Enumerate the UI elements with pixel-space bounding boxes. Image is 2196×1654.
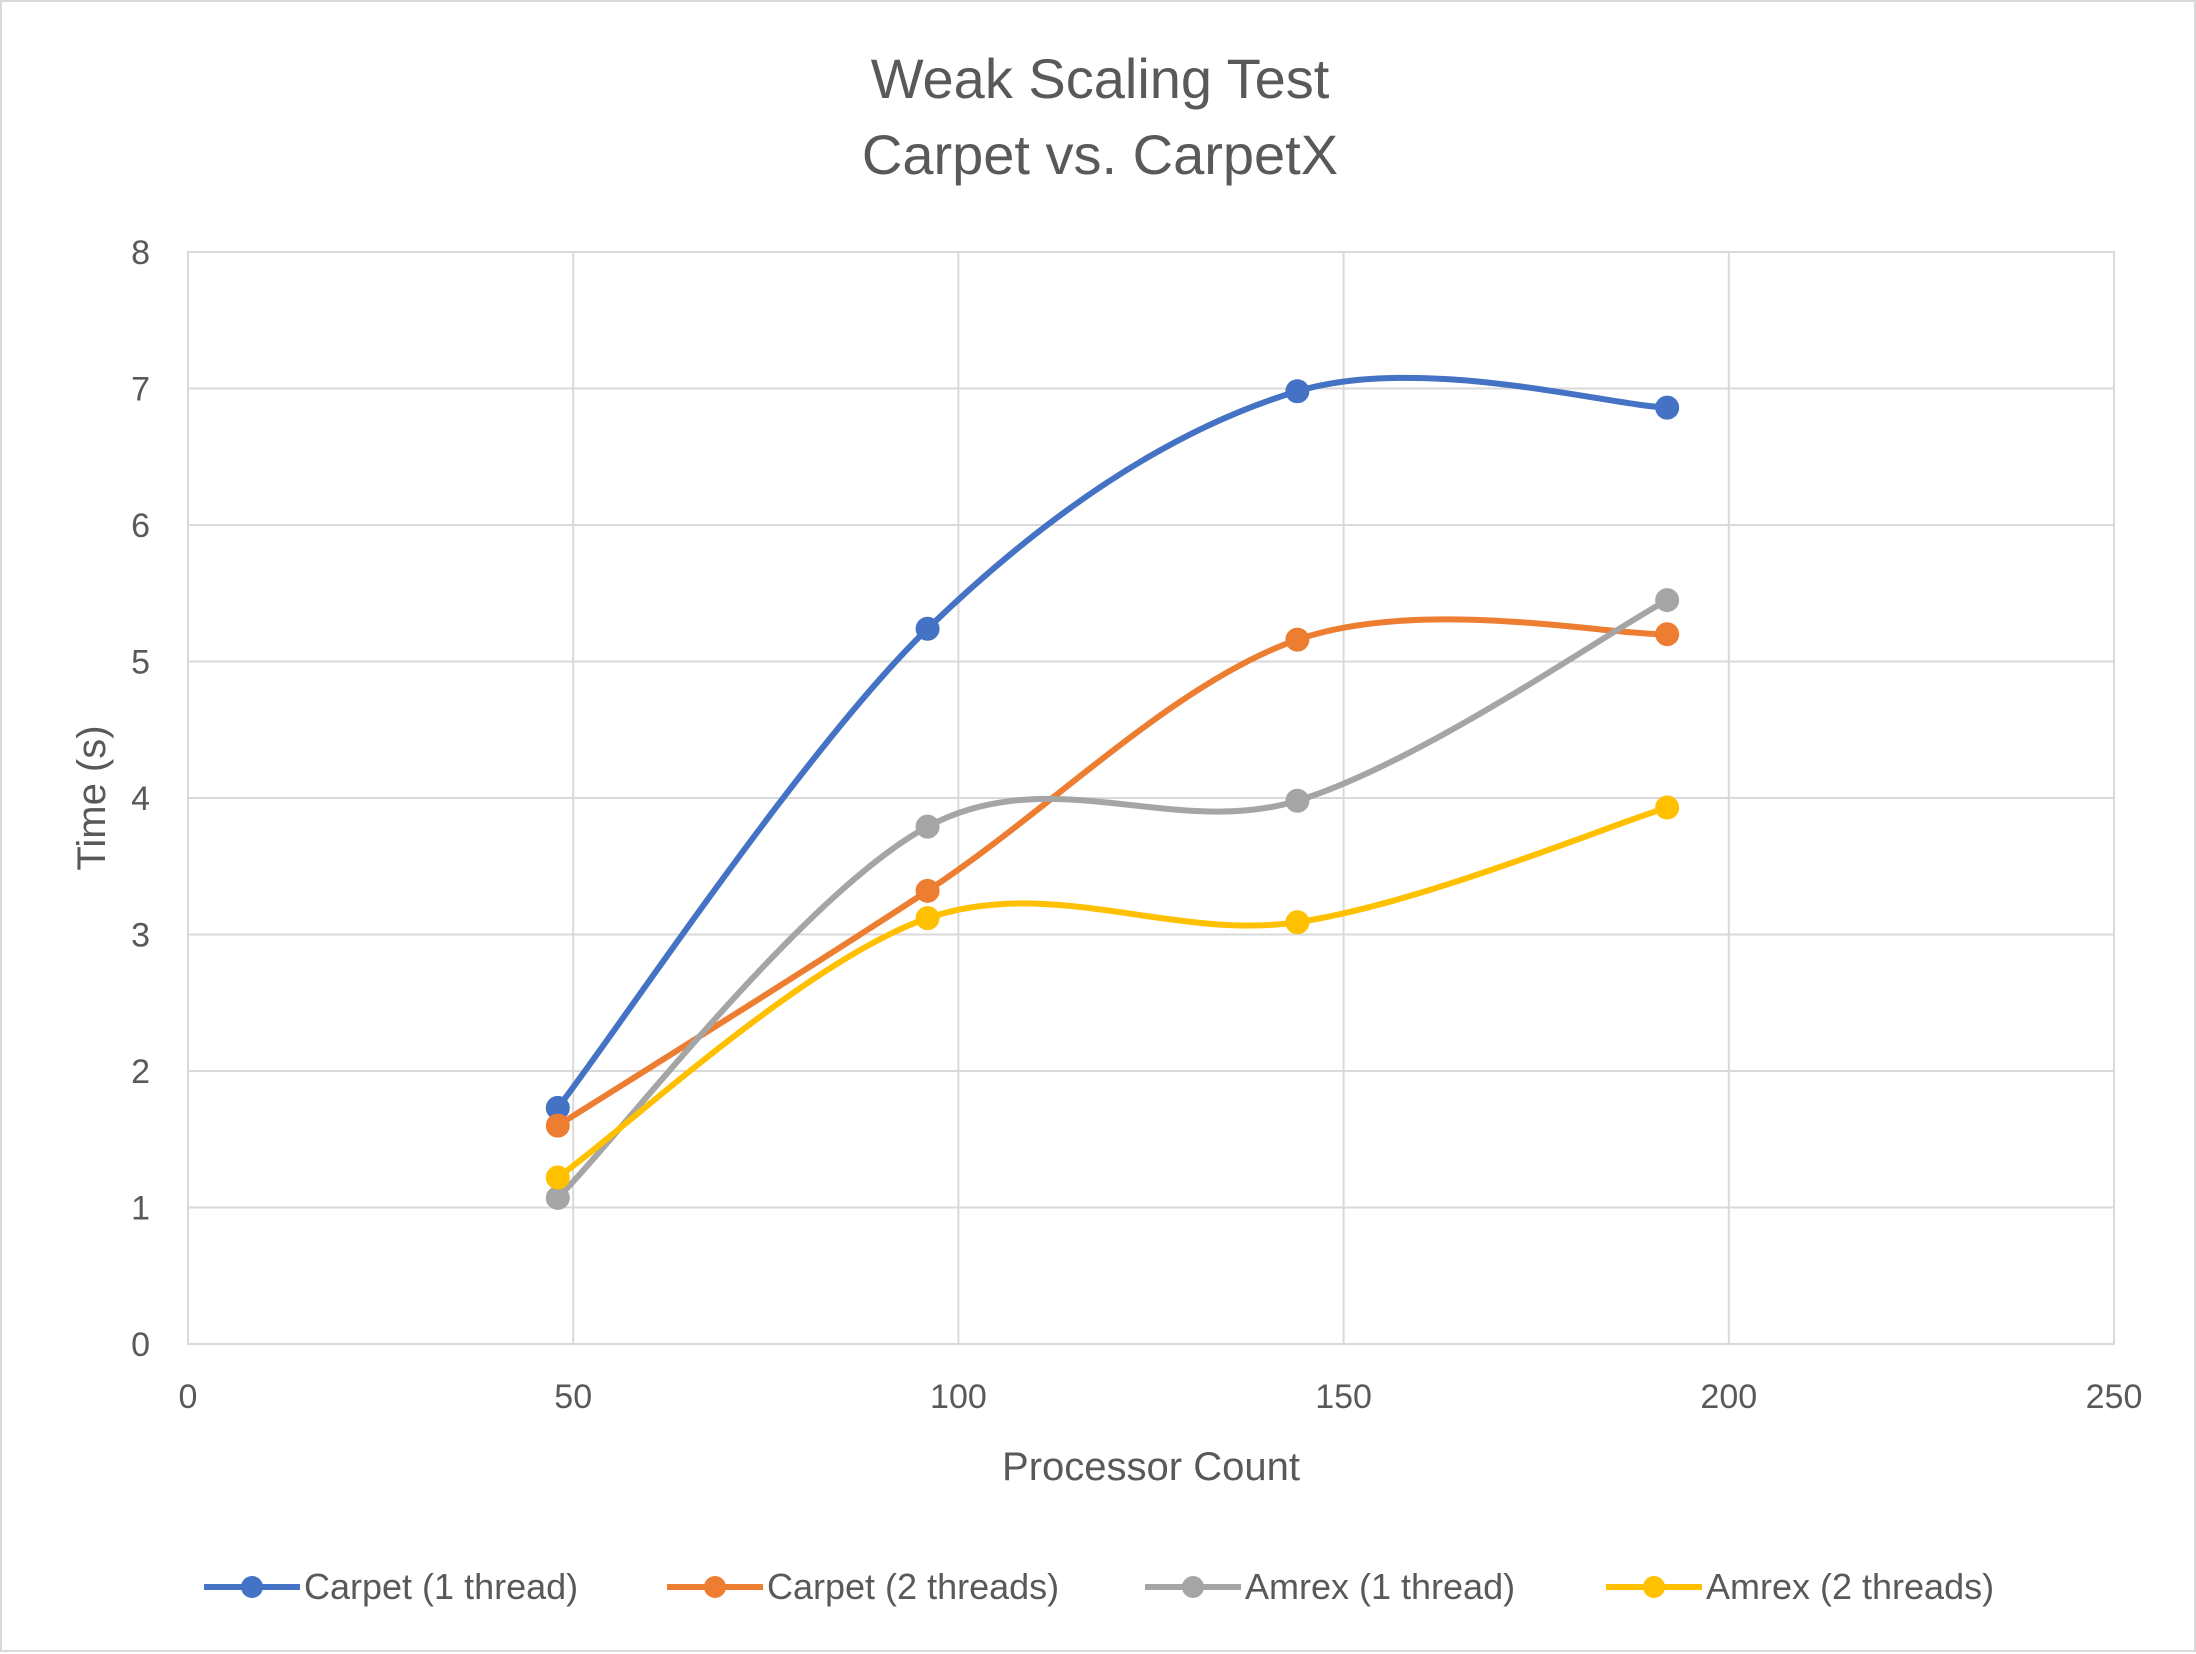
series-line xyxy=(554,616,1671,1129)
legend-marker xyxy=(241,1576,263,1598)
series-3 xyxy=(545,795,1680,1190)
data-point xyxy=(915,878,940,903)
x-tick-label: 100 xyxy=(930,1378,987,1416)
y-tick-label: 6 xyxy=(131,507,150,545)
plot-area-border xyxy=(187,251,2115,1345)
series-2 xyxy=(545,588,1680,1210)
data-point xyxy=(1655,588,1680,613)
y-tick-label: 8 xyxy=(131,234,150,272)
series-line xyxy=(554,374,1671,1111)
data-point xyxy=(545,1113,570,1138)
data-point xyxy=(1285,379,1310,404)
data-point xyxy=(1285,627,1310,652)
x-tick-label: 250 xyxy=(2086,1378,2143,1416)
data-point xyxy=(1655,395,1680,420)
data-point xyxy=(1285,788,1310,813)
data-point xyxy=(1655,795,1680,820)
y-tick-label: 5 xyxy=(131,644,150,682)
legend-label: Carpet (1 thread) xyxy=(304,1566,578,1607)
x-tick-label: 150 xyxy=(1315,1378,1372,1416)
data-point xyxy=(1655,622,1680,647)
data-point xyxy=(915,906,940,931)
legend-marker xyxy=(1182,1576,1204,1598)
legend: Carpet (1 thread) Carpet (2 threads) Amrex… xyxy=(204,1566,1994,1607)
data-point xyxy=(915,616,940,641)
legend-label: Amrex (2 threads) xyxy=(1706,1566,1994,1607)
legend-label: Amrex (1 thread) xyxy=(1245,1566,1515,1607)
y-tick-label: 0 xyxy=(131,1326,150,1364)
y-axis-title: Time (s) xyxy=(70,725,114,870)
data-point xyxy=(1285,910,1310,935)
chart-title: Weak Scaling Test xyxy=(871,47,1330,110)
y-tick-label: 7 xyxy=(131,371,150,409)
data-point xyxy=(545,1185,570,1210)
legend-marker xyxy=(1643,1576,1665,1598)
series-1 xyxy=(545,616,1680,1138)
x-tick-label: 200 xyxy=(1700,1378,1757,1416)
legend-marker xyxy=(704,1576,726,1598)
tick-labels: 0 1 2 3 4 5 6 7 8 0 50 100 150 200 250 xyxy=(131,234,2142,1416)
series-line xyxy=(554,804,1671,1181)
series-line xyxy=(554,597,1671,1201)
y-tick-label: 3 xyxy=(131,917,150,955)
x-tick-label: 0 xyxy=(179,1378,198,1416)
y-tick-label: 4 xyxy=(131,780,150,818)
data-point xyxy=(915,814,940,839)
data-point xyxy=(545,1165,570,1190)
grid-layer xyxy=(187,251,2115,1345)
legend-label: Carpet (2 threads) xyxy=(767,1566,1059,1607)
series-0 xyxy=(545,374,1680,1120)
chart-subtitle: Carpet vs. CarpetX xyxy=(862,123,1338,186)
y-tick-label: 2 xyxy=(131,1053,150,1091)
x-tick-label: 50 xyxy=(554,1378,592,1416)
y-tick-label: 1 xyxy=(131,1190,150,1228)
x-axis-title: Processor Count xyxy=(1002,1445,1300,1489)
series-layer xyxy=(545,374,1680,1210)
